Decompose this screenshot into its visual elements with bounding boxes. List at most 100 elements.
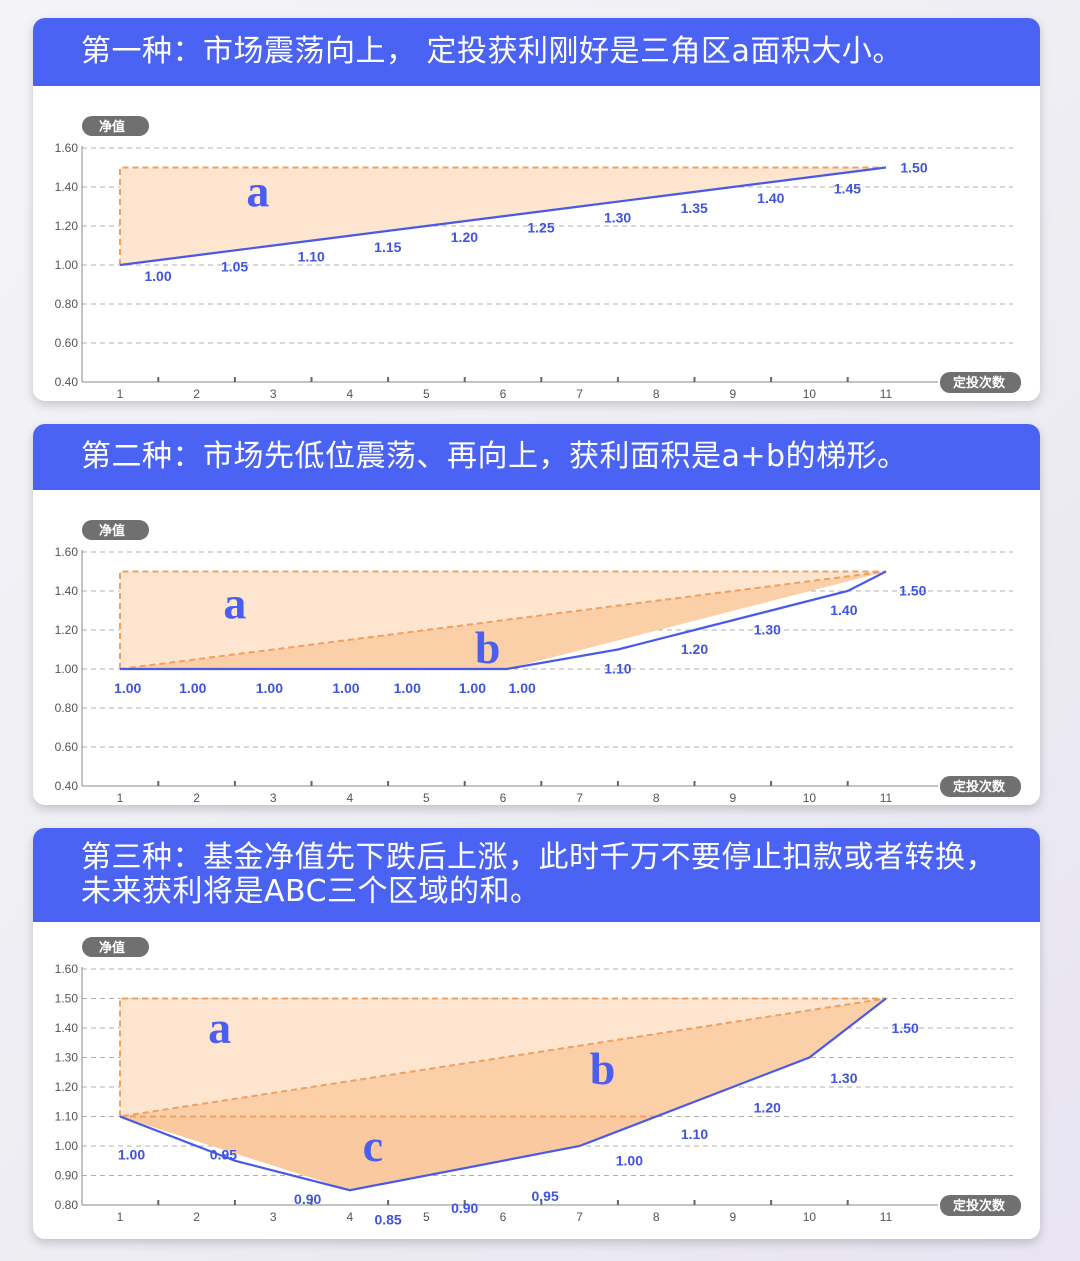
- point-label: 1.00: [332, 680, 359, 696]
- point-label: 1.30: [754, 622, 781, 638]
- x-tick-label: 4: [346, 791, 353, 805]
- point-label: 0.85: [374, 1212, 401, 1228]
- x-tick-label: 1: [117, 387, 124, 401]
- ylabel: 净值: [99, 940, 125, 956]
- x-tick-label: 11: [880, 387, 893, 401]
- point-label: 1.50: [899, 583, 926, 599]
- y-tick-label: 1.60: [55, 962, 79, 976]
- point-label: 1.00: [509, 680, 536, 696]
- x-tick-label: 6: [500, 387, 507, 401]
- region-c: [120, 1116, 657, 1191]
- point-label: 1.50: [892, 1020, 919, 1036]
- x-tick-label: 4: [346, 387, 353, 401]
- y-tick-label: 1.60: [55, 141, 79, 155]
- point-label: 1.10: [681, 1126, 708, 1142]
- xlabel-pill: [940, 776, 1021, 797]
- y-tick-label: 1.20: [55, 623, 79, 637]
- y-tick-label: 1.00: [55, 258, 79, 272]
- point-label: 0.90: [451, 1200, 478, 1216]
- xlabel: 定投次数: [952, 779, 1006, 795]
- region-label-c: c: [363, 1120, 383, 1171]
- card-2-title: 第二种：市场先低位震荡、再向上，获利面积是a+b的梯形。: [33, 424, 1040, 490]
- point-label: 1.00: [256, 680, 283, 696]
- x-tick-label: 1: [117, 791, 124, 805]
- ylabel-pill: [82, 116, 149, 136]
- y-tick-label: 1.50: [55, 992, 79, 1006]
- region-label-a: a: [208, 1002, 231, 1053]
- y-tick-label: 1.20: [55, 219, 79, 233]
- point-label: 1.10: [298, 249, 325, 265]
- x-tick-label: 5: [423, 791, 430, 805]
- y-tick-label: 0.40: [55, 375, 79, 389]
- card-3-title: 第三种：基金净值先下跌后上涨，此时千万不要停止扣款或者转换， 未来获利将是ABC…: [33, 828, 1040, 922]
- point-label: 1.15: [374, 239, 401, 255]
- x-tick-label: 7: [576, 791, 583, 805]
- x-tick-label: 1: [117, 1210, 124, 1224]
- card-3-title-line-2: 未来获利将是ABC三个区域的和。: [81, 874, 541, 909]
- x-tick-label: 10: [803, 1210, 817, 1224]
- x-tick-label: 4: [346, 1210, 353, 1224]
- point-label: 1.00: [459, 680, 486, 696]
- x-tick-label: 5: [423, 387, 430, 401]
- point-label: 1.35: [681, 200, 708, 216]
- y-tick-label: 0.60: [55, 336, 79, 350]
- point-label: 1.00: [114, 680, 141, 696]
- point-label: 0.95: [210, 1147, 237, 1163]
- region-label-a: a: [246, 166, 269, 217]
- y-tick-label: 0.80: [55, 297, 79, 311]
- point-label: 1.05: [221, 258, 248, 274]
- ylabel: 净值: [99, 523, 125, 539]
- ylabel-pill: [82, 520, 149, 540]
- x-tick-label: 6: [500, 1210, 507, 1224]
- x-tick-label: 9: [729, 791, 736, 805]
- x-tick-label: 2: [193, 1210, 200, 1224]
- x-tick-label: 5: [423, 1210, 430, 1224]
- region-a-border: [119, 570, 887, 670]
- xlabel: 定投次数: [952, 375, 1006, 391]
- chart-card-2: 第二种：市场先低位震荡、再向上，获利面积是a+b的梯形。 0.40 0.60 0.8…: [33, 424, 1040, 805]
- x-tick-label: 10: [803, 387, 817, 401]
- x-tick-label: 3: [270, 387, 277, 401]
- point-label: 1.40: [830, 602, 857, 618]
- point-label: 1.30: [604, 210, 631, 226]
- card-1-title: 第一种：市场震荡向上， 定投获利刚好是三角区a面积大小。: [33, 18, 1040, 86]
- point-label: 1.50: [900, 160, 927, 176]
- point-label: 1.00: [118, 1147, 145, 1163]
- series-line: [119, 997, 887, 1192]
- point-label: 1.20: [681, 641, 708, 657]
- x-tick-label: 10: [803, 791, 817, 805]
- point-label: 0.95: [532, 1188, 559, 1204]
- chart-card-1: 第一种：市场震荡向上， 定投获利刚好是三角区a面积大小。 0.40 0.60 0.8…: [33, 18, 1040, 401]
- x-tick-label: 11: [880, 791, 893, 805]
- y-tick-label: 0.80: [55, 1198, 79, 1212]
- chart-card-3: 第三种：基金净值先下跌后上涨，此时千万不要停止扣款或者转换， 未来获利将是ABC…: [33, 828, 1040, 1239]
- x-tick-label: 3: [270, 791, 277, 805]
- y-tick-label: 0.40: [55, 779, 79, 793]
- xlabel-pill: [940, 1195, 1021, 1216]
- x-tick-label: 9: [729, 1210, 736, 1224]
- xlabel-pill: [940, 372, 1021, 393]
- ylabel-pill: [82, 937, 149, 957]
- x-tick-label: 8: [653, 387, 660, 401]
- x-tick-label: 11: [880, 1210, 893, 1224]
- region-a-border: [119, 997, 887, 1118]
- region-a-border: [119, 166, 887, 266]
- y-tick-label: 1.40: [55, 584, 79, 598]
- y-tick-label: 0.90: [55, 1169, 79, 1183]
- point-label: 1.00: [616, 1153, 643, 1169]
- y-tick-label: 1.00: [55, 662, 79, 676]
- x-tick-label: 7: [576, 387, 583, 401]
- card-3-title-line-1: 第三种：基金净值先下跌后上涨，此时千万不要停止扣款或者转换，: [81, 840, 996, 875]
- x-tick-label: 9: [729, 387, 736, 401]
- series-line: [120, 570, 887, 671]
- region-label-b: b: [590, 1043, 616, 1094]
- y-tick-label: 1.30: [55, 1051, 79, 1065]
- point-label: 1.45: [834, 180, 861, 196]
- chart-1: 0.40 0.60 0.80 1.00 1.20 1.40 1.60 1 2 3 4 5 6 7 8 9 10 1…: [55, 116, 1021, 401]
- card-2-title-line-1: 第二种：市场先低位震荡、再向上，获利面积是a+b的梯形。: [81, 439, 908, 474]
- series-line: [119, 166, 887, 267]
- x-tick-label: 2: [193, 791, 200, 805]
- point-label: 1.40: [757, 190, 784, 206]
- chart-3: 0.80 0.90 1.00 1.10 1.20 1.30 1.40 1.50 1.60 1 2 3 4…: [55, 937, 1021, 1228]
- point-label: 1.20: [754, 1099, 781, 1115]
